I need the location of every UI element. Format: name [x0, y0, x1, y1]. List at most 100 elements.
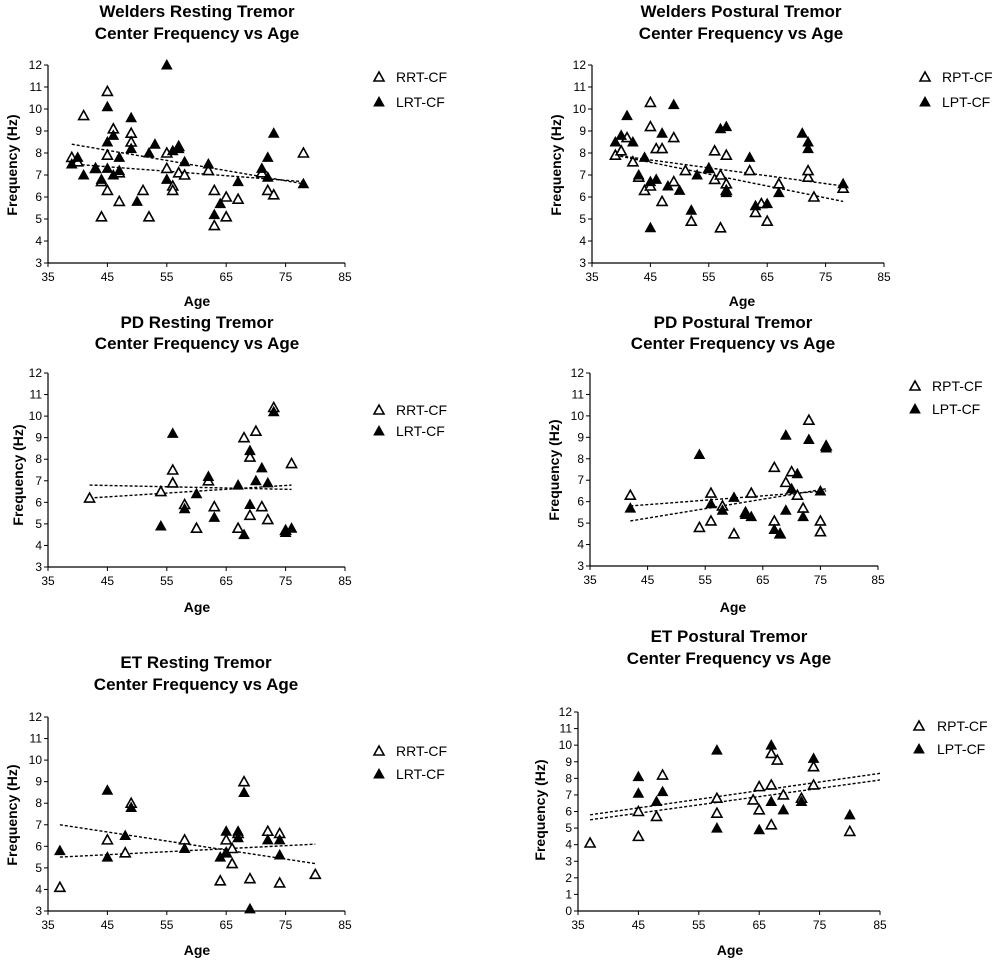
x-tick-label: 65: [220, 918, 234, 932]
data-point-lrt-cf: [244, 498, 256, 509]
x-tick-label: 65: [753, 918, 767, 932]
data-point-lpt-cf: [627, 135, 639, 147]
data-point-lpt-cf: [728, 491, 740, 502]
data-point-rpt-cf: [802, 413, 816, 425]
y-tick-label: 5: [35, 212, 42, 226]
y-tick-label: 11: [30, 388, 43, 402]
data-point-rpt-cf: [708, 144, 721, 156]
data-point-lpt-cf: [802, 142, 814, 154]
chart-title-line-2: Center Frequency vs Age: [627, 649, 831, 668]
data-point-rpt-cf: [667, 130, 681, 143]
y-tick-label: 0: [565, 904, 572, 918]
y-tick-label: 4: [579, 234, 586, 248]
y-tick-label: 8: [35, 796, 42, 810]
data-point-lrt-cf: [232, 175, 244, 187]
data-point-rpt-cf: [719, 148, 733, 160]
data-point-lrt-cf: [131, 195, 143, 206]
data-point-lrt-cf: [297, 177, 310, 189]
y-tick-label: 6: [35, 495, 42, 509]
y-tick-label: 5: [579, 212, 586, 226]
data-point-lrt-cf: [107, 129, 120, 140]
data-point-rrt-cf: [243, 450, 257, 462]
data-point-lrt-cf: [273, 833, 286, 845]
data-point-rpt-cf: [767, 460, 781, 473]
data-point-lpt-cf: [807, 752, 820, 763]
data-point-rpt-cf: [693, 520, 706, 533]
y-tick-label: 9: [579, 124, 586, 138]
legend-label-open: RPT-CF: [942, 69, 993, 85]
data-point-rrt-cf: [118, 846, 132, 858]
y-tick-label: 6: [35, 190, 42, 204]
data-point-rpt-cf: [714, 221, 727, 233]
data-point-rrt-cf: [237, 775, 251, 787]
chart-title-line-1: PD Postural Tremor: [654, 313, 813, 332]
data-point-rpt-cf: [764, 778, 778, 790]
data-point-rpt-cf: [656, 768, 669, 780]
data-point-lpt-cf: [791, 467, 804, 479]
y-tick-label: 3: [35, 256, 42, 270]
chart-title-line-2: Center Frequency vs Age: [94, 675, 298, 694]
data-point-lpt-cf: [785, 482, 798, 494]
chart-title-line-2: Center Frequency vs Age: [95, 334, 299, 353]
data-point-rpt-cf: [655, 141, 669, 154]
y-tick-label: 12: [29, 58, 43, 72]
data-point-rrt-cf: [207, 183, 221, 196]
data-point-rpt-cf: [684, 214, 698, 226]
data-point-lrt-cf: [267, 127, 280, 138]
trend-line-lpt-cf: [589, 772, 881, 816]
y-tick-label: 12: [29, 710, 43, 724]
data-point-lpt-cf: [644, 221, 657, 233]
x-axis-label: Age: [184, 293, 211, 309]
data-point-rrt-cf: [101, 833, 114, 845]
y-tick-label: 7: [35, 168, 42, 182]
data-point-lrt-cf: [113, 164, 126, 176]
y-tick-label: 6: [35, 839, 42, 853]
data-point-lrt-cf: [101, 100, 114, 112]
y-tick-label: 4: [35, 882, 42, 896]
x-tick-label: 75: [279, 918, 293, 932]
data-point-rpt-cf: [727, 527, 741, 539]
x-tick-label: 45: [101, 918, 115, 932]
data-point-rpt-cf: [764, 818, 778, 830]
y-axis-label: Frequency (Hz): [10, 424, 26, 525]
y-tick-label: 10: [29, 753, 43, 767]
data-point-rrt-cf: [101, 148, 114, 160]
panel-welders-resting: Welders Resting Tremor Center Frequency …: [4, 2, 447, 309]
x-tick-label: 85: [338, 270, 352, 284]
y-axis-label: Frequency (Hz): [548, 114, 564, 215]
data-point-rrt-cf: [243, 872, 257, 884]
data-point-lpt-cf: [745, 510, 758, 522]
data-point-lpt-cf: [673, 184, 686, 195]
y-tick-label: 11: [30, 80, 43, 94]
data-point-lrt-cf: [220, 825, 233, 836]
y-tick-label: 12: [29, 366, 43, 380]
y-tick-label: 7: [579, 168, 586, 182]
y-tick-label: 9: [35, 775, 42, 789]
data-point-lrt-cf: [208, 208, 221, 220]
data-point-rrt-cf: [267, 188, 281, 200]
x-tick-label: 45: [632, 918, 646, 932]
data-point-rpt-cf: [843, 824, 857, 837]
data-point-lpt-cf: [667, 98, 680, 110]
data-point-lrt-cf: [285, 522, 298, 533]
legend-label-filled: LRT-CF: [396, 94, 445, 110]
y-tick-label: 3: [35, 560, 42, 574]
data-point-lpt-cf: [779, 429, 792, 440]
x-axis-label: Age: [184, 942, 211, 958]
x-tick-label: 65: [220, 574, 234, 588]
data-point-lrt-cf: [255, 162, 268, 173]
y-tick-label: 12: [559, 705, 573, 719]
data-point-rrt-cf: [249, 424, 263, 437]
data-point-rpt-cf: [744, 486, 758, 498]
data-point-lpt-cf: [773, 186, 785, 198]
data-point-rrt-cf: [297, 146, 310, 158]
data-point-rrt-cf: [190, 521, 203, 534]
data-point-rpt-cf: [583, 836, 597, 848]
y-tick-label: 4: [577, 538, 584, 552]
open-triangle-icon: [912, 719, 926, 731]
data-point-rrt-cf: [243, 508, 257, 521]
data-point-rpt-cf: [814, 514, 827, 526]
data-point-lrt-cf: [119, 829, 132, 841]
